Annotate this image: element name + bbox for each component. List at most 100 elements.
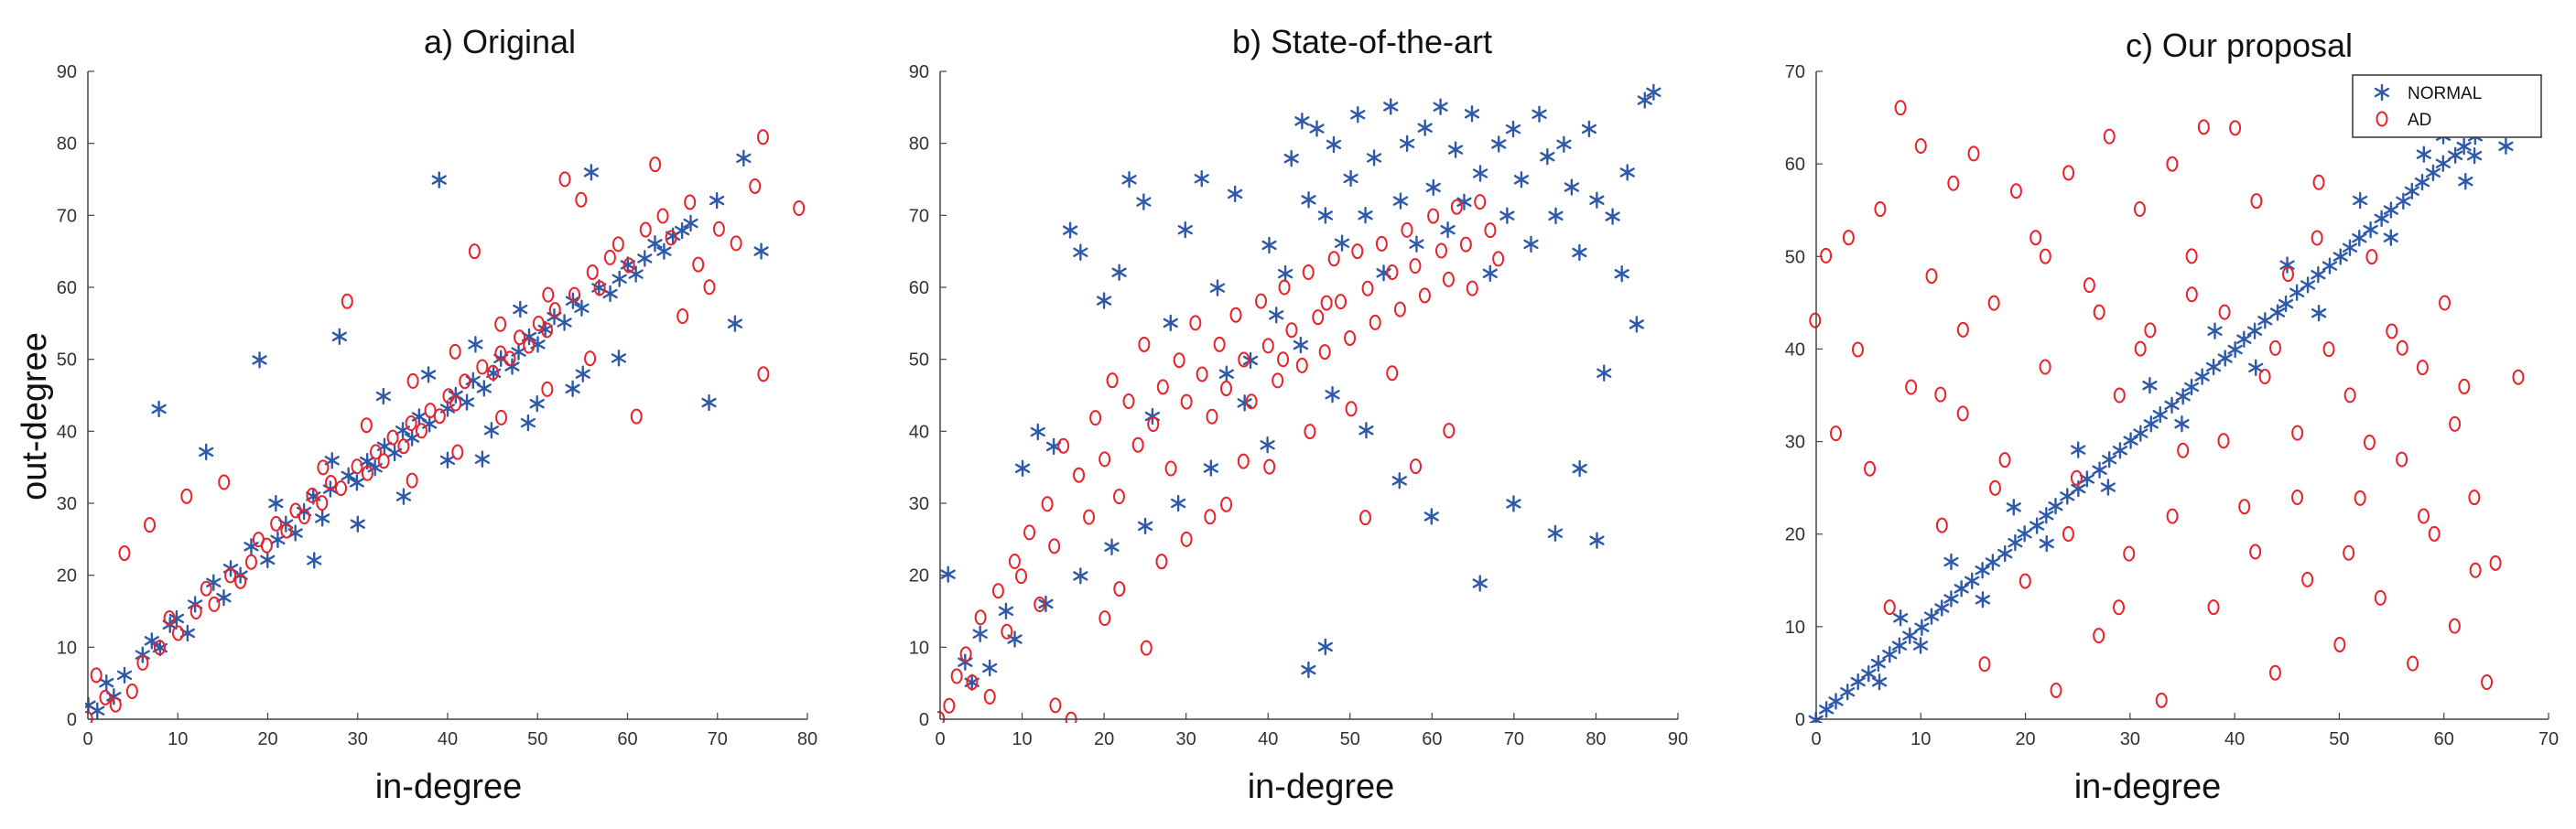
normal-point bbox=[701, 393, 717, 412]
normal-point bbox=[375, 387, 391, 405]
normal-point bbox=[420, 366, 437, 383]
ad-point bbox=[656, 208, 669, 224]
legend-normal-marker bbox=[2374, 83, 2390, 102]
ad-point bbox=[360, 417, 373, 434]
ad-point bbox=[1164, 460, 1177, 477]
ad-point bbox=[1263, 458, 1276, 475]
x-tick-label: 70 bbox=[1504, 729, 1524, 749]
ad-point bbox=[270, 515, 283, 532]
ad-point bbox=[406, 472, 418, 489]
normal-point bbox=[1228, 185, 1243, 203]
normal-point bbox=[1137, 517, 1153, 535]
legend-normal-label: NORMAL bbox=[2408, 84, 2482, 103]
ad-point bbox=[1386, 365, 1399, 382]
ad-point bbox=[2144, 322, 2157, 339]
x-tick-label: 50 bbox=[1340, 729, 1360, 749]
normal-point bbox=[1532, 105, 1547, 123]
legend-circle-glyph bbox=[2376, 111, 2388, 127]
normal-point bbox=[151, 400, 167, 418]
normal-point bbox=[2227, 340, 2243, 359]
ad-point bbox=[703, 279, 716, 296]
normal-point bbox=[1912, 637, 1929, 654]
normal-point bbox=[349, 474, 365, 491]
normal-point bbox=[1596, 364, 1612, 382]
ad-point bbox=[2093, 628, 2105, 644]
ad-point bbox=[99, 689, 112, 705]
normal-point bbox=[1417, 119, 1433, 136]
normal-point bbox=[1891, 637, 1908, 654]
normal-point bbox=[1163, 314, 1178, 332]
x-tick-label: 80 bbox=[797, 729, 817, 749]
normal-point bbox=[1409, 235, 1424, 253]
y-tick-label: 90 bbox=[57, 62, 77, 82]
ad-point bbox=[2039, 359, 2051, 375]
ad-point bbox=[757, 366, 770, 382]
ad-point bbox=[1409, 258, 1422, 275]
normal-point bbox=[1456, 193, 1472, 210]
x-tick-label: 40 bbox=[1258, 729, 1278, 749]
legend-box bbox=[2352, 74, 2542, 138]
ad-point bbox=[974, 609, 987, 626]
normal-point bbox=[1564, 178, 1580, 196]
ad-point bbox=[2386, 323, 2398, 339]
ad-point bbox=[2070, 469, 2083, 486]
ad-point bbox=[584, 350, 597, 367]
normal-point bbox=[602, 285, 618, 303]
y-tick-label: 30 bbox=[57, 494, 77, 514]
ad-point bbox=[1335, 294, 1348, 310]
ad-point bbox=[118, 545, 131, 562]
normal-point bbox=[1423, 508, 1439, 525]
chart-c-axes bbox=[1815, 71, 2549, 720]
normal-point bbox=[1203, 459, 1218, 477]
ad-point bbox=[1261, 338, 1274, 354]
normal-point bbox=[1985, 554, 2001, 571]
ad-point bbox=[1238, 351, 1250, 368]
ad-point bbox=[1874, 201, 1887, 218]
chart-panel-c: c) Our proposal in-degree 0 10 20 30 40 50 60 7… bbox=[1785, 27, 2559, 806]
y-tick-label: 10 bbox=[57, 638, 77, 658]
ad-point bbox=[1147, 416, 1160, 433]
ad-point bbox=[2166, 156, 2179, 172]
ad-point bbox=[1956, 405, 1969, 422]
normal-point bbox=[982, 659, 998, 677]
ad-point bbox=[2166, 508, 2179, 524]
x-tick-label: 50 bbox=[527, 729, 547, 749]
ad-point bbox=[459, 373, 471, 390]
normal-point bbox=[2322, 257, 2338, 275]
ad-point bbox=[1998, 452, 2011, 468]
ad-point bbox=[451, 444, 464, 460]
normal-point bbox=[611, 350, 627, 367]
normal-point bbox=[1104, 538, 1120, 555]
ad-point bbox=[2418, 508, 2430, 524]
ad-point bbox=[1112, 489, 1125, 505]
ad-point bbox=[568, 286, 580, 303]
ad-point bbox=[1196, 366, 1208, 382]
ad-point bbox=[361, 465, 373, 481]
ad-point bbox=[2062, 525, 2074, 542]
ad-point bbox=[2416, 360, 2429, 376]
ad-point bbox=[1138, 336, 1151, 352]
normal-point bbox=[565, 380, 580, 398]
normal-point bbox=[2248, 359, 2264, 377]
normal-point bbox=[2353, 191, 2368, 210]
normal-point bbox=[1237, 394, 1252, 412]
ad-point bbox=[1466, 280, 1478, 296]
normal-point bbox=[1870, 654, 1886, 673]
normal-point bbox=[753, 242, 769, 260]
normal-point bbox=[404, 429, 420, 447]
normal-point bbox=[2466, 146, 2483, 165]
ad-point bbox=[335, 480, 348, 497]
ad-point bbox=[2449, 415, 2462, 432]
ad-point bbox=[991, 583, 1004, 599]
ad-point bbox=[1220, 496, 1233, 512]
normal-point bbox=[2006, 499, 2021, 516]
ad-point bbox=[2428, 525, 2441, 542]
ad-point bbox=[1883, 599, 1896, 616]
normal-point bbox=[2456, 137, 2472, 156]
ad-point bbox=[495, 409, 508, 425]
x-tick-label: 70 bbox=[708, 729, 728, 749]
ad-point bbox=[603, 249, 616, 265]
normal-point bbox=[2332, 248, 2348, 265]
normal-point bbox=[1317, 638, 1333, 656]
normal-point bbox=[1581, 120, 1597, 138]
